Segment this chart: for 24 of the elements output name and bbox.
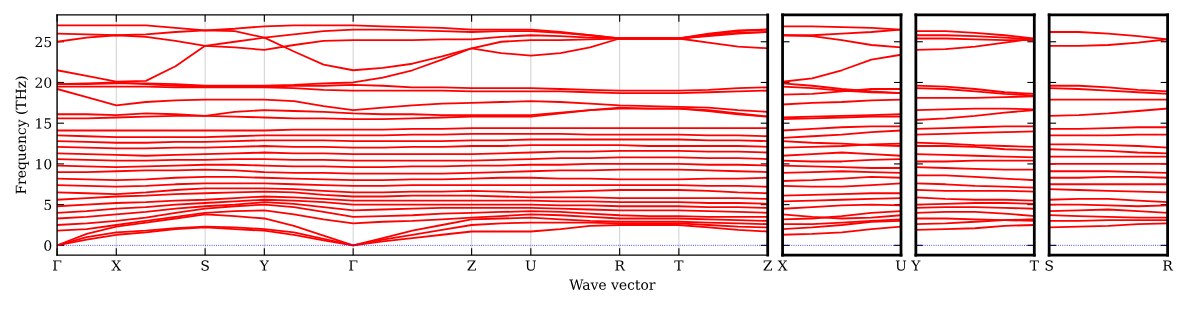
x-tick-label: Y bbox=[259, 260, 270, 271]
x-tick-label: T bbox=[1029, 260, 1039, 271]
x-tick-label: Γ bbox=[53, 260, 62, 271]
x-tick-label: X bbox=[777, 260, 788, 271]
y-tick-label: 5 bbox=[44, 199, 52, 211]
x-tick-label: U bbox=[525, 260, 537, 271]
x-tick-label: T bbox=[674, 260, 684, 271]
x-tick-label: X bbox=[111, 260, 122, 271]
x-tick-label: U bbox=[895, 260, 907, 271]
y-tick-label: 20 bbox=[35, 77, 52, 88]
x-tick-label: R bbox=[615, 260, 626, 271]
x-tick-label: Y bbox=[911, 260, 921, 271]
y-tick-label: 25 bbox=[35, 36, 52, 48]
x-tick-label: Γ bbox=[349, 260, 358, 271]
x-tick-label: Z bbox=[763, 260, 772, 271]
y-tick-label: 15 bbox=[36, 118, 52, 129]
y-axis-title: Frequency (THz) bbox=[15, 76, 29, 194]
x-tick-label: S bbox=[1045, 260, 1053, 271]
y-tick-label: 0 bbox=[44, 240, 52, 251]
x-tick-label: S bbox=[201, 260, 209, 271]
x-axis-title: Wave vector bbox=[569, 279, 656, 290]
y-tick-label: 10 bbox=[36, 158, 52, 170]
x-tick-label: Z bbox=[467, 260, 476, 271]
x-tick-label: R bbox=[1163, 260, 1174, 271]
